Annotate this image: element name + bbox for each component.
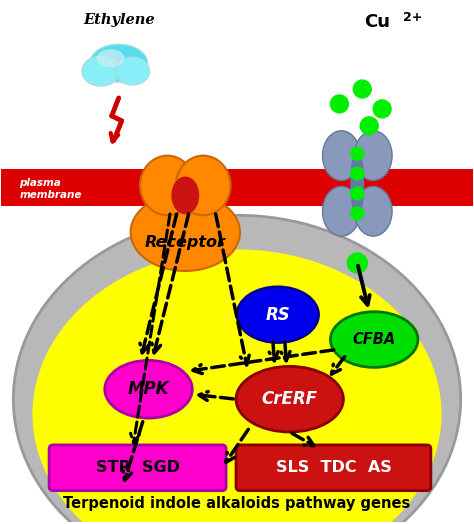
Text: RS: RS	[265, 305, 290, 324]
Circle shape	[351, 167, 364, 180]
Ellipse shape	[350, 149, 364, 219]
Ellipse shape	[131, 193, 240, 271]
Circle shape	[351, 147, 364, 160]
Ellipse shape	[13, 215, 461, 524]
Text: SLS  TDC  AS: SLS TDC AS	[275, 460, 392, 475]
Circle shape	[353, 80, 371, 98]
Text: Ethylene: Ethylene	[83, 14, 155, 27]
Text: MPK: MPK	[128, 380, 169, 398]
Circle shape	[347, 253, 367, 273]
Text: CFBA: CFBA	[353, 332, 396, 347]
Ellipse shape	[33, 250, 441, 524]
Circle shape	[330, 95, 348, 113]
Text: Terpenoid indole alkaloids pathway genes: Terpenoid indole alkaloids pathway genes	[64, 496, 410, 510]
Ellipse shape	[105, 361, 192, 418]
FancyBboxPatch shape	[49, 445, 226, 490]
Ellipse shape	[236, 366, 343, 432]
Circle shape	[351, 187, 364, 200]
Ellipse shape	[172, 177, 199, 214]
Ellipse shape	[140, 156, 195, 215]
Text: STR  SGD: STR SGD	[96, 460, 180, 475]
Circle shape	[373, 100, 391, 118]
Ellipse shape	[322, 187, 360, 236]
Ellipse shape	[97, 49, 125, 67]
Circle shape	[351, 207, 364, 220]
Circle shape	[360, 117, 378, 135]
Ellipse shape	[237, 287, 319, 343]
Ellipse shape	[330, 312, 418, 367]
Ellipse shape	[176, 156, 230, 215]
Text: plasma
membrane: plasma membrane	[19, 179, 82, 200]
Ellipse shape	[90, 45, 147, 82]
Ellipse shape	[116, 57, 149, 85]
Text: Cu: Cu	[364, 14, 390, 31]
Text: CrERF: CrERF	[262, 390, 318, 408]
Ellipse shape	[322, 131, 360, 180]
Text: 2+: 2+	[403, 12, 422, 25]
Ellipse shape	[354, 187, 392, 236]
FancyBboxPatch shape	[236, 445, 431, 490]
Text: Receptor: Receptor	[145, 235, 226, 249]
Ellipse shape	[354, 131, 392, 180]
Bar	[1, 169, 473, 206]
Ellipse shape	[82, 56, 120, 86]
